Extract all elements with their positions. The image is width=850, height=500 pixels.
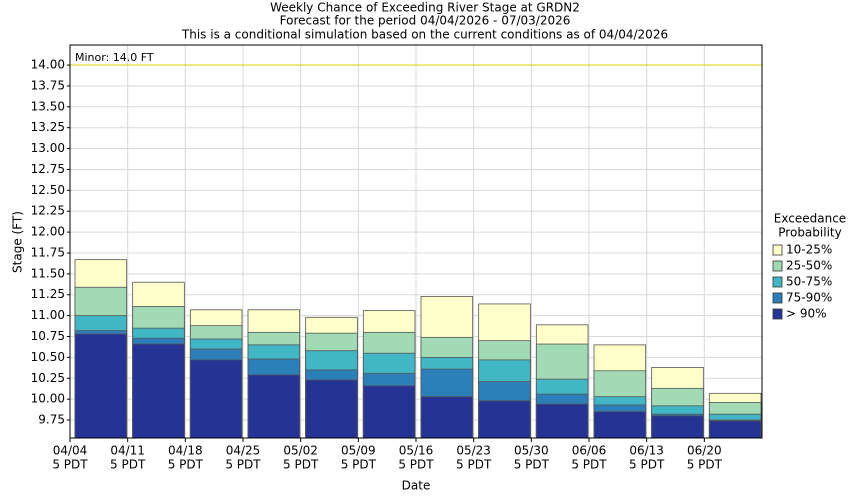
- y-tick-label: 14.00: [31, 58, 65, 72]
- x-axis-label: Date: [402, 479, 431, 493]
- bar: [593, 411, 647, 439]
- bar: [189, 359, 243, 439]
- x-tick-sublabel: 5 PDT: [629, 458, 665, 472]
- x-tick-sublabel: 5 PDT: [687, 458, 723, 472]
- legend-swatch: [772, 260, 783, 272]
- bar: [247, 374, 301, 439]
- x-tick-label: 06/20: [687, 444, 722, 458]
- x-tick-sublabel: 5 PDT: [398, 458, 434, 472]
- y-tick-label: 10.50: [31, 350, 65, 364]
- y-tick-label: 11.50: [31, 266, 65, 280]
- x-tick-label: 05/09: [341, 444, 376, 458]
- y-tick-label: 12.00: [31, 225, 65, 239]
- legend-swatch: [772, 308, 783, 320]
- y-tick-label: 9.75: [38, 413, 65, 427]
- y-tick-label: 10.00: [31, 392, 65, 406]
- y-tick-label: 11.75: [31, 245, 65, 259]
- x-tick-sublabel: 5 PDT: [456, 458, 492, 472]
- y-tick-label: 12.25: [31, 204, 65, 218]
- chart-title: Weekly Chance of Exceeding River Stage a…: [270, 1, 580, 15]
- bar: [305, 379, 358, 439]
- bar: [535, 403, 589, 439]
- x-tick-sublabel: 5 PDT: [514, 458, 550, 472]
- legend-swatch: [772, 292, 783, 304]
- x-tick-label: 05/02: [283, 444, 318, 458]
- x-tick-label: 05/16: [399, 444, 434, 458]
- bar: [478, 400, 531, 439]
- bar: [74, 333, 128, 439]
- legend-title: Probability: [778, 226, 841, 240]
- threshold-label: Minor: 14.0 FT: [75, 51, 154, 64]
- x-tick-sublabel: 5 PDT: [225, 458, 261, 472]
- legend-label: 50-75%: [786, 275, 832, 289]
- y-tick-label: 10.75: [31, 329, 65, 343]
- legend-label: 25-50%: [786, 259, 832, 273]
- x-tick-label: 04/18: [168, 444, 203, 458]
- legend-label: > 90%: [786, 307, 827, 321]
- y-tick-label: 11.00: [31, 308, 65, 322]
- x-tick-label: 04/25: [226, 444, 261, 458]
- x-tick-label: 04/11: [110, 444, 145, 458]
- x-tick-sublabel: 5 PDT: [52, 458, 88, 472]
- y-tick-label: 13.75: [31, 78, 65, 92]
- y-axis-label: Stage (FT): [11, 211, 25, 273]
- x-tick-sublabel: 5 PDT: [168, 458, 204, 472]
- chart-subtitle: Forecast for the period 04/04/2026 - 07/…: [280, 14, 571, 28]
- x-tick-sublabel: 5 PDT: [571, 458, 607, 472]
- legend-swatch: [772, 244, 783, 256]
- x-tick-sublabel: 5 PDT: [341, 458, 377, 472]
- y-tick-label: 13.00: [31, 141, 65, 155]
- bar: [708, 420, 762, 439]
- legend-swatch: [772, 276, 783, 288]
- x-tick-label: 05/30: [514, 444, 549, 458]
- bar: [132, 343, 185, 439]
- x-tick-sublabel: 5 PDT: [110, 458, 146, 472]
- x-tick-sublabel: 5 PDT: [283, 458, 319, 472]
- x-tick-label: 06/13: [629, 444, 664, 458]
- legend-title: Exceedance: [774, 212, 846, 226]
- x-tick-label: 05/23: [456, 444, 491, 458]
- chart-note: This is a conditional simulation based o…: [181, 28, 668, 42]
- y-tick-label: 11.25: [31, 287, 65, 301]
- bar: [362, 385, 416, 439]
- x-tick-label: 04/04: [53, 444, 88, 458]
- y-tick-label: 12.50: [31, 183, 65, 197]
- y-tick-label: 13.25: [31, 120, 65, 134]
- x-tick-label: 06/06: [572, 444, 607, 458]
- legend-label: 75-90%: [786, 291, 832, 305]
- bar: [420, 396, 474, 439]
- legend-label: 10-25%: [786, 243, 832, 257]
- y-tick-label: 12.75: [31, 162, 65, 176]
- bar: [651, 415, 704, 439]
- y-tick-label: 10.25: [31, 371, 65, 385]
- y-tick-label: 13.50: [31, 99, 65, 113]
